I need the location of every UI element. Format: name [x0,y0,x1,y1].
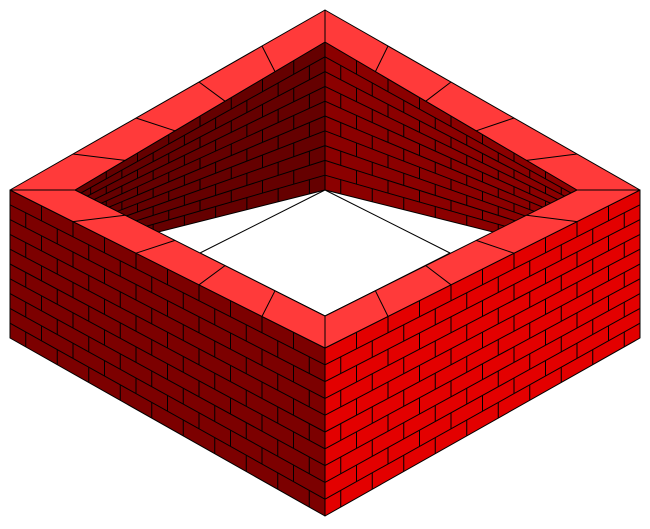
cap-front-left-joint [198,265,226,286]
cap-back-right-joint [526,153,578,161]
cap-back-left [9,9,326,191]
cap-back-right-joint [476,117,515,132]
cap-front-left-joint [261,290,276,317]
cap-back-left-joint [198,81,226,102]
cap-back-right-joint [425,81,452,102]
cap-front-right-joint [425,265,452,286]
cap-front-right-joint [476,239,515,254]
cap-front-left-joint [72,214,126,223]
cap-front-right-joint [374,290,389,317]
outer-left-wall [9,189,326,517]
cap-front-left-joint [135,239,176,254]
cap-front-right-joint [526,214,578,223]
cap-back-left-joint [135,117,176,132]
cap-back-right-joint [374,45,389,72]
inner-back-left-wall [74,41,326,254]
cap-back-left-joint [261,45,276,72]
top-cap [9,9,641,516]
cap-back-left-joint [72,153,126,161]
